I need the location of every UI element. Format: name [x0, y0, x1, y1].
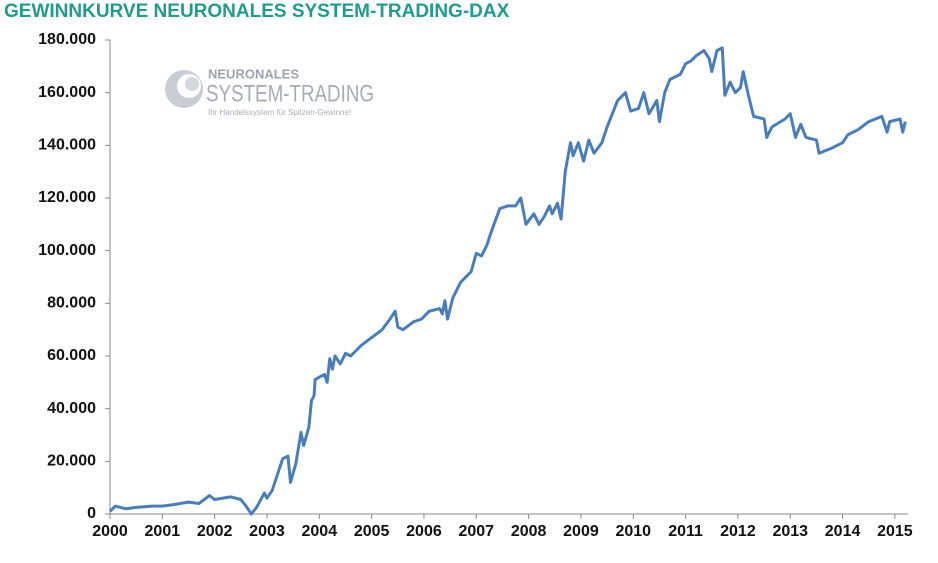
y-tick-label: 100.000	[38, 242, 96, 259]
y-tick-label: 20.000	[47, 453, 96, 470]
y-tick-label: 160.000	[38, 84, 96, 101]
x-tick-label: 2014	[825, 523, 861, 540]
chart-title: GEWINNKURVE NEURONALES SYSTEM-TRADING-DA…	[4, 1, 510, 22]
x-tick-label: 2009	[563, 523, 599, 540]
series-line	[108, 46, 907, 516]
y-tick-label: 40.000	[47, 400, 96, 417]
x-tick-label: 2005	[354, 523, 390, 540]
logo-slogan: Ihr Handelssystem für Spitzen-Gewinne!	[208, 108, 351, 117]
x-tick-label: 2000	[92, 523, 128, 540]
x-tick-label: 2008	[511, 523, 547, 540]
y-tick-label: 60.000	[47, 347, 96, 364]
y-tick-label: 140.000	[38, 137, 96, 154]
x-tick-label: 2013	[772, 523, 808, 540]
x-tick-label: 2001	[145, 523, 181, 540]
y-tick-label: 0	[87, 505, 96, 522]
x-tick-label: 2004	[302, 523, 338, 540]
x-tick-label: 2006	[406, 523, 442, 540]
x-tick-label: 2002	[197, 523, 233, 540]
logo: NEURONALES SYSTEM-TRADING Ihr Handelssys…	[165, 66, 374, 117]
x-tick-label: 2012	[720, 523, 756, 540]
logo-name: NEURONALES	[208, 66, 299, 81]
logo-icon	[185, 77, 199, 91]
y-tick-label: 80.000	[47, 295, 96, 312]
y-tick-label: 180.000	[38, 31, 96, 48]
x-tick-label: 2010	[615, 523, 651, 540]
y-tick-label: 120.000	[38, 189, 96, 206]
x-tick-label: 2007	[458, 523, 494, 540]
x-tick-label: 2011	[668, 523, 703, 540]
x-tick-label: 2015	[877, 523, 913, 540]
logo-brand: SYSTEM-TRADING	[206, 80, 374, 107]
x-tick-label: 2003	[249, 523, 285, 540]
